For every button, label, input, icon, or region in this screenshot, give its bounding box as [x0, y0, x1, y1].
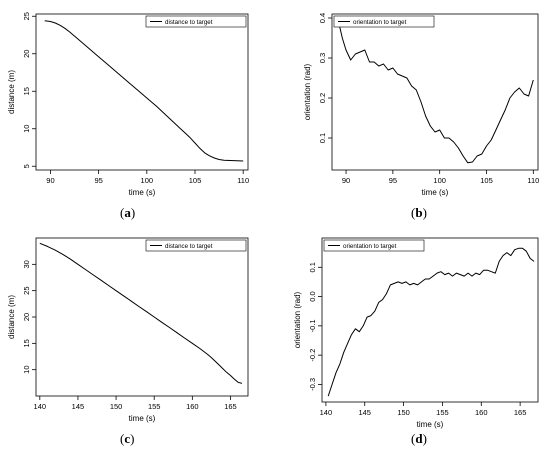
x-axis-label: time (s) — [129, 188, 156, 197]
x-tick-label: 155 — [148, 402, 161, 411]
x-tick-label: 100 — [141, 176, 154, 185]
y-tick-label: 25 — [22, 286, 31, 294]
y-tick-label: 15 — [22, 339, 31, 347]
y-tick-label: 0.4 — [318, 13, 327, 23]
x-tick-label: 145 — [358, 408, 371, 417]
x-axis-label: time (s) — [422, 188, 449, 197]
y-tick-label: 30 — [22, 260, 31, 268]
series-line-1 — [44, 20, 244, 162]
x-tick-label: 160 — [186, 402, 199, 411]
y-tick-label: 0.1 — [308, 262, 317, 272]
y-tick-label: 0.1 — [318, 133, 327, 143]
legend-label: orientation to target — [353, 19, 407, 26]
y-tick-label: 25 — [22, 12, 31, 20]
y-axis-label: distance (m) — [7, 295, 16, 339]
y-tick-label: 10 — [22, 125, 31, 133]
y-tick-label: 5 — [22, 164, 31, 168]
series-line-1 — [39, 242, 243, 384]
plot-frame — [331, 13, 539, 171]
x-axis-label: time (s) — [417, 420, 444, 429]
y-tick-label: 10 — [22, 365, 31, 373]
x-tick-label: 165 — [514, 408, 527, 417]
chart-panel-a: 90 95 100 105 110 5 10 15 20 25 time (s) distance (… — [7, 12, 249, 197]
chart-panel-c: 140 145 150 155 160 165 10 15 20 25 30 time (s) dist… — [7, 237, 249, 423]
x-tick-label: 155 — [436, 408, 449, 417]
legend-box — [333, 15, 435, 28]
legend: distance to target — [145, 239, 247, 252]
y-tick-label: 15 — [22, 87, 31, 95]
y-tick-label: 20 — [22, 313, 31, 321]
series-line-1 — [338, 21, 534, 164]
legend-box — [323, 239, 425, 252]
x-axis-label: time (s) — [129, 414, 156, 423]
x-tick-label: 95 — [389, 176, 397, 185]
y-axis-label: orientation (rad) — [303, 63, 312, 120]
x-tick-label: 145 — [72, 402, 85, 411]
legend: orientation to target — [333, 15, 435, 28]
x-tick-label: 165 — [224, 402, 237, 411]
caption-c: (c) — [120, 431, 135, 446]
x-tick-label: 95 — [94, 176, 102, 185]
y-axis-label: distance (m) — [7, 70, 16, 114]
x-tick-label: 105 — [480, 176, 493, 185]
y-axis-label: orientation (rad) — [293, 291, 302, 348]
y-tick-label: 20 — [22, 50, 31, 58]
legend-label: orientation to target — [343, 243, 397, 250]
legend-box — [145, 15, 247, 28]
y-tick-label: 0.2 — [318, 93, 327, 103]
x-tick-label: 90 — [46, 176, 54, 185]
y-tick-label: 0.3 — [318, 53, 327, 63]
legend-label: distance to target — [165, 243, 213, 250]
plot-frame — [35, 237, 249, 397]
x-tick-label: 150 — [397, 408, 410, 417]
x-tick-label: 110 — [237, 176, 249, 185]
x-tick-label: 140 — [320, 408, 333, 417]
caption-b: (b) — [411, 205, 427, 220]
y-tick-label: -0.2 — [308, 349, 317, 362]
x-tick-label: 150 — [110, 402, 123, 411]
legend-label: distance to target — [165, 19, 213, 26]
x-tick-label: 105 — [189, 176, 202, 185]
legend: orientation to target — [323, 239, 425, 252]
x-tick-label: 160 — [475, 408, 488, 417]
y-tick-label: -0.3 — [308, 378, 317, 391]
chart-panel-b: 90 95 100 105 110 0.1 0.2 0.3 0.4 time (s) orienta… — [303, 13, 539, 197]
x-tick-label: 100 — [433, 176, 446, 185]
caption-a: (a) — [120, 205, 136, 220]
x-tick-label: 90 — [342, 176, 350, 185]
plot-frame — [321, 237, 539, 403]
caption-d: (d) — [411, 431, 427, 446]
y-tick-label: -0.1 — [308, 319, 317, 332]
chart-panel-d: 140 145 150 155 160 165 -0.3 -0.2 -0.1 0.0 0.1 time… — [293, 237, 539, 429]
plot-frame — [35, 13, 249, 171]
y-tick-label: 0.0 — [308, 291, 317, 301]
x-tick-label: 110 — [527, 176, 539, 185]
legend-box — [145, 239, 247, 252]
series-line-1 — [327, 247, 535, 397]
legend: distance to target — [145, 15, 247, 28]
x-tick-label: 140 — [34, 402, 47, 411]
